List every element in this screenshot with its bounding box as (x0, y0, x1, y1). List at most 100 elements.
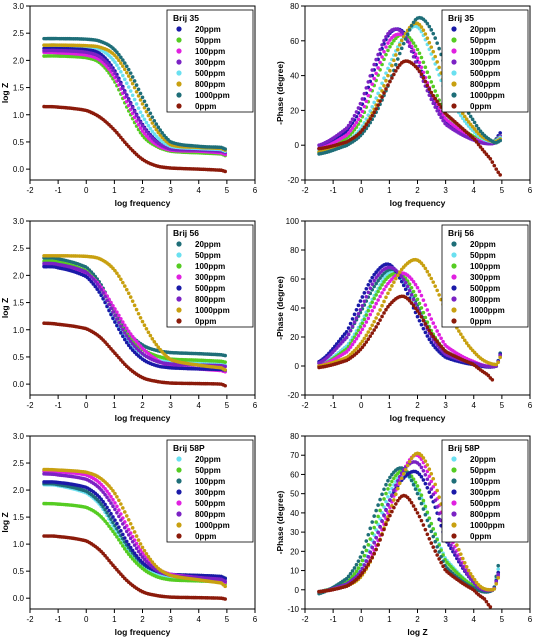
x-axis-label: log Z (407, 627, 427, 637)
data-point (419, 306, 424, 310)
legend-label: 800ppm (195, 510, 225, 519)
data-point (431, 492, 436, 497)
data-point (360, 345, 365, 350)
data-point (348, 328, 353, 333)
data-point (405, 291, 410, 296)
x-tick-label: 6 (253, 401, 258, 410)
data-point (144, 103, 149, 108)
data-point (427, 536, 432, 541)
data-point (394, 276, 398, 281)
y-tick-label: 0 (295, 141, 300, 150)
data-point (397, 51, 402, 56)
legend-marker (176, 533, 182, 539)
data-point (124, 549, 129, 554)
legend-label: 500ppm (195, 69, 225, 78)
data-point (433, 549, 438, 553)
data-point (136, 538, 141, 542)
data-point (435, 60, 439, 64)
x-tick-label: 0 (84, 186, 89, 195)
data-point (429, 495, 434, 499)
data-point (417, 462, 422, 467)
data-point (382, 280, 386, 284)
data-point (372, 305, 376, 309)
data-point (119, 502, 123, 506)
data-point (403, 37, 408, 41)
data-point (91, 282, 96, 286)
data-point (126, 85, 131, 89)
data-point (117, 538, 121, 542)
data-point (223, 597, 227, 601)
y-tick-label: 1.0 (13, 540, 25, 549)
data-point (386, 73, 390, 78)
x-tick-label: 4 (472, 615, 477, 624)
data-point (468, 114, 473, 119)
data-point (431, 101, 436, 106)
data-point (374, 325, 378, 329)
legend-marker (176, 48, 182, 54)
data-point (396, 273, 400, 278)
data-point (358, 101, 363, 106)
data-point (142, 126, 147, 131)
legend-marker (176, 467, 182, 473)
data-point (358, 330, 363, 335)
data-point (152, 124, 157, 129)
data-point (409, 277, 414, 281)
data-point (111, 504, 115, 508)
data-point (421, 76, 426, 80)
data-point (360, 321, 365, 326)
data-point (101, 490, 105, 494)
data-point (423, 512, 428, 517)
data-point (360, 97, 365, 101)
data-point (124, 287, 129, 292)
data-point (384, 71, 388, 75)
data-point (142, 323, 147, 328)
data-point (435, 339, 439, 344)
data-point (354, 562, 359, 567)
data-point (128, 71, 133, 75)
legend-marker (451, 296, 457, 302)
data-point (124, 64, 129, 69)
data-point (348, 345, 353, 349)
data-point (366, 337, 371, 341)
data-point (427, 87, 432, 91)
x-tick-label: 6 (528, 186, 533, 195)
data-point (413, 487, 418, 491)
data-point (425, 21, 430, 26)
data-point (378, 86, 382, 91)
legend-label: 0ppm (195, 532, 216, 541)
data-point (380, 95, 384, 99)
data-point (109, 486, 113, 491)
legend-marker (176, 522, 182, 528)
legend-label: 50ppm (195, 36, 221, 45)
data-point (99, 502, 103, 506)
data-point (409, 456, 414, 461)
legend-label: 1000ppm (470, 91, 505, 100)
data-point (433, 498, 438, 503)
data-point (344, 330, 349, 334)
y-axis-label: log Z (0, 298, 10, 318)
data-point (138, 98, 143, 102)
data-point (130, 105, 135, 110)
data-point (130, 81, 135, 86)
data-point (480, 147, 485, 152)
data-point (435, 329, 439, 333)
data-point (348, 321, 353, 326)
data-point (431, 484, 436, 489)
legend-label: 100ppm (470, 477, 500, 486)
data-point (366, 80, 371, 84)
data-point (394, 492, 398, 497)
data-point (95, 282, 100, 286)
data-point (152, 339, 157, 344)
data-point (350, 569, 355, 573)
data-point (130, 93, 135, 98)
data-point (134, 83, 139, 87)
data-point (223, 169, 227, 174)
data-point (417, 514, 422, 519)
data-point (370, 331, 375, 335)
data-point (411, 289, 416, 294)
legend-title: Brij 35 (448, 13, 474, 23)
x-tick-label: -2 (26, 401, 34, 410)
legend-marker (451, 48, 457, 54)
data-point (113, 313, 117, 318)
